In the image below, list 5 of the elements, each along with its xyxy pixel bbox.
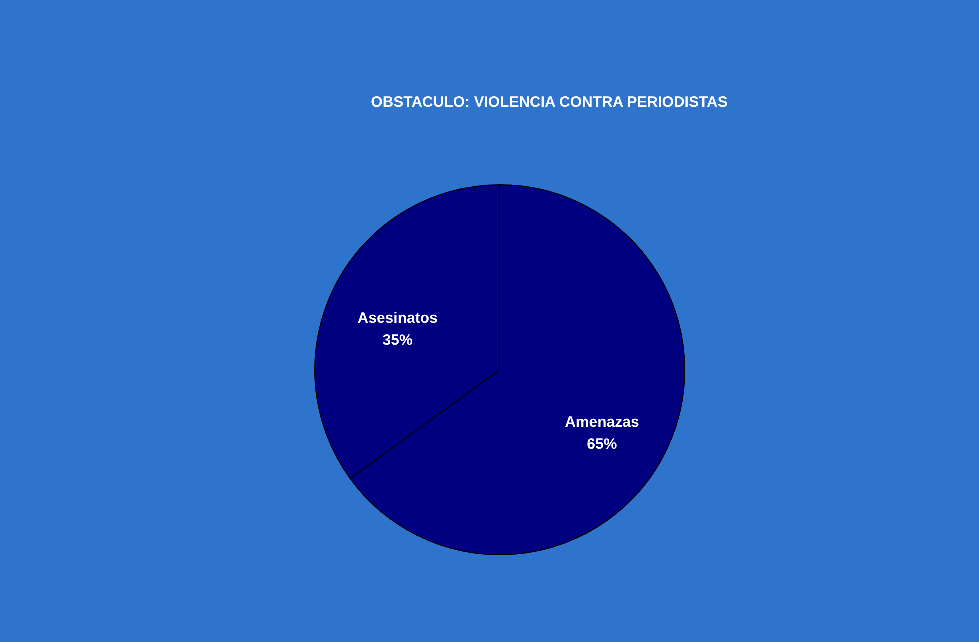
data-label: 35% (382, 332, 413, 349)
slice-label: Asesinatos (358, 310, 438, 327)
slice-label: Amenazas (565, 414, 640, 432)
data-label: 65% (587, 436, 618, 454)
chart-title: OBSTACULO: VIOLENCIA CONTRA PERIODISTAS (371, 94, 728, 111)
